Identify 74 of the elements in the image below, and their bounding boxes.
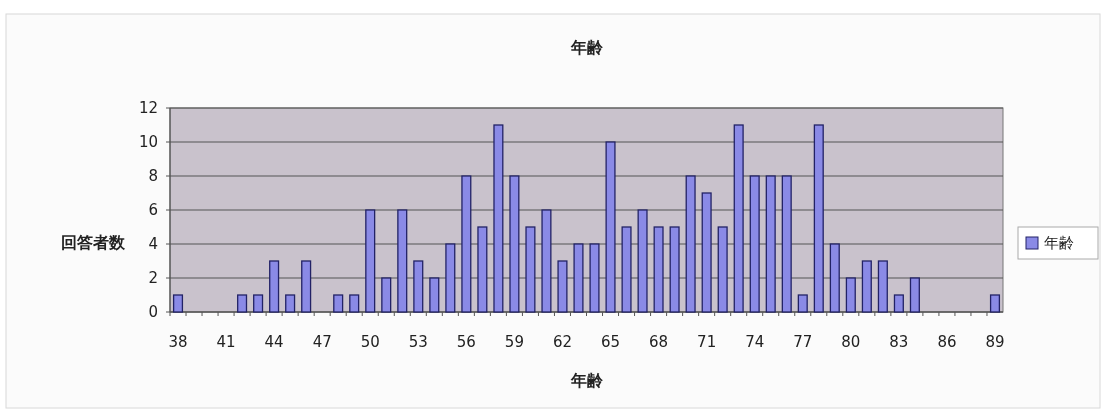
x-axis-title: 年齢 (569, 370, 604, 390)
bar (781, 175, 792, 313)
x-tick-label: 56 (456, 332, 476, 351)
bar (493, 124, 504, 313)
x-tick-label: 74 (745, 332, 765, 351)
bar (557, 260, 568, 313)
x-tick-label: 71 (697, 332, 717, 351)
bar (765, 175, 776, 313)
x-tick-label: 53 (408, 332, 428, 351)
bar (349, 294, 360, 313)
y-tick-label: 0 (148, 302, 158, 321)
bar (989, 294, 1001, 313)
y-tick-label: 10 (138, 132, 158, 151)
bar (749, 175, 760, 313)
bar (333, 294, 344, 313)
x-tick-label: 59 (504, 332, 524, 351)
legend-label: 年齢 (1044, 233, 1074, 252)
bar (381, 277, 392, 313)
bar (669, 226, 680, 313)
bar (541, 209, 552, 313)
bar (653, 226, 664, 313)
bar (637, 209, 648, 313)
bar (477, 226, 488, 313)
x-tick-label: 38 (168, 332, 188, 351)
bar (397, 209, 408, 313)
y-axis-title: 回答者数 (61, 232, 126, 252)
chart-title: 年齢 (569, 37, 604, 57)
bar (829, 243, 840, 313)
y-tick-label: 12 (138, 98, 158, 117)
bar (509, 175, 520, 313)
bar (893, 294, 904, 313)
x-tick-label: 44 (264, 332, 284, 351)
bar (813, 124, 824, 313)
bar (877, 260, 888, 313)
x-tick-label: 65 (600, 332, 621, 351)
bar (605, 141, 616, 313)
x-tick-label: 77 (793, 332, 813, 351)
bar (429, 277, 440, 313)
bar (301, 260, 312, 313)
bar (701, 192, 712, 313)
bar (717, 226, 728, 313)
bar (445, 243, 456, 313)
bar (285, 294, 296, 313)
bar (237, 294, 248, 313)
bar (861, 260, 872, 313)
bar (589, 243, 600, 313)
bar (413, 260, 424, 313)
bar (797, 294, 808, 313)
bar (621, 226, 632, 313)
x-tick-label: 86 (937, 332, 957, 351)
y-tick-label: 6 (148, 200, 158, 219)
bar (461, 175, 472, 313)
x-tick-label: 50 (360, 332, 380, 351)
bar (525, 226, 536, 313)
x-tick-label: 47 (312, 332, 332, 351)
bar (685, 175, 696, 313)
y-tick-label: 8 (148, 166, 158, 185)
x-tick-label: 89 (985, 332, 1005, 351)
bar (172, 294, 184, 313)
bar (733, 124, 744, 313)
y-tick-label: 2 (148, 268, 158, 287)
x-tick-label: 80 (841, 332, 861, 351)
bar (253, 294, 264, 313)
x-tick-label: 68 (649, 332, 669, 351)
x-tick-label: 83 (889, 332, 909, 351)
bar (269, 260, 280, 313)
bar (365, 209, 376, 313)
x-tick-label: 41 (216, 332, 236, 351)
y-tick-label: 4 (148, 234, 158, 253)
bar (909, 277, 920, 313)
bar (573, 243, 584, 313)
x-tick-label: 62 (552, 332, 573, 351)
legend: 年齢 (1017, 226, 1099, 260)
bar (845, 277, 856, 313)
